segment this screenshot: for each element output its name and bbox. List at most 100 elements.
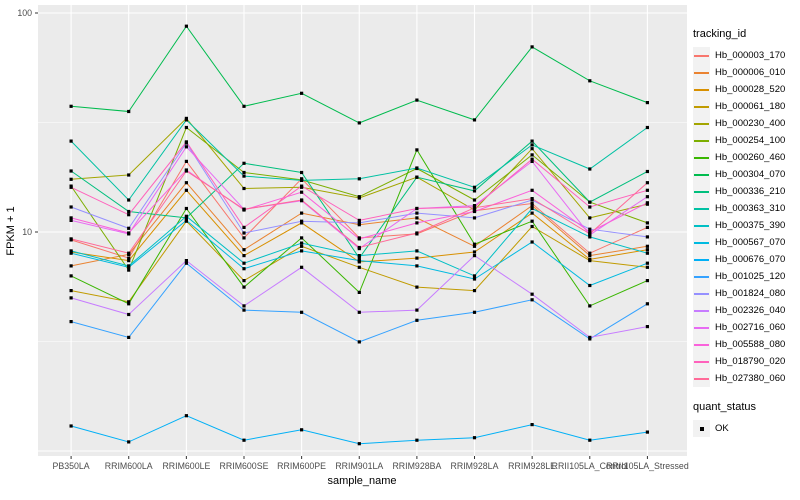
data-point	[127, 213, 131, 217]
legend-label: Hb_000304_070	[715, 169, 786, 180]
data-point	[415, 221, 419, 225]
data-point	[242, 267, 246, 271]
data-point	[242, 438, 246, 442]
legend-key-line	[693, 336, 710, 353]
data-point	[127, 209, 131, 214]
data-point	[184, 218, 188, 222]
data-point	[127, 335, 131, 339]
legend-key-line	[693, 217, 710, 234]
data-point	[415, 264, 419, 268]
data-point	[242, 248, 246, 252]
data-point	[184, 159, 188, 163]
data-point	[588, 205, 592, 209]
data-point	[645, 125, 649, 130]
legend-key-line	[693, 370, 710, 387]
data-point	[184, 145, 188, 149]
data-point	[184, 188, 188, 192]
data-point	[127, 198, 131, 202]
y-axis-title: FPKM + 1	[5, 206, 17, 255]
legend-square-swatch	[699, 426, 704, 431]
x-tick-label-RRIM928LA: RRIM928LA	[451, 461, 499, 471]
data-point	[472, 310, 477, 314]
data-point	[127, 302, 131, 306]
legend-key-line	[693, 115, 710, 132]
legend-label: Hb_000254_100	[715, 135, 786, 146]
data-point	[472, 436, 477, 440]
legend-key-line	[693, 200, 710, 217]
y-tick-labels: 100 10	[17, 8, 32, 237]
data-point	[472, 277, 477, 281]
legend-label: Hb_000375_390	[715, 220, 786, 231]
data-point	[530, 298, 534, 302]
data-point	[645, 279, 649, 283]
data-point	[530, 204, 534, 208]
legend-item-Hb_000061_180: Hb_000061_180	[693, 98, 799, 115]
data-point	[69, 139, 73, 143]
data-point	[127, 268, 131, 272]
data-point	[184, 261, 188, 265]
data-point	[530, 292, 534, 296]
data-point	[184, 125, 188, 130]
data-point	[530, 206, 534, 211]
legend-label: Hb_000260_460	[715, 152, 786, 163]
legend-key-line	[693, 98, 710, 115]
data-point	[69, 169, 73, 173]
data-point	[300, 236, 304, 240]
data-point	[242, 161, 246, 165]
legend-key-line	[693, 285, 710, 302]
legend-key-line	[693, 47, 710, 64]
data-point	[357, 310, 361, 314]
legend-line-swatch	[694, 309, 709, 312]
data-point	[472, 244, 477, 248]
data-point	[645, 169, 649, 174]
legend-item-Hb_000254_100: Hb_000254_100	[693, 132, 799, 149]
legend-label: Hb_001824_080	[715, 288, 786, 299]
legend-items-tracking-id: Hb_000003_170 Hb_000006_010 Hb_000028_520 H…	[693, 47, 799, 387]
data-point	[472, 189, 477, 193]
data-point	[588, 438, 592, 442]
data-point	[69, 185, 73, 189]
data-point	[357, 265, 361, 269]
data-point	[357, 121, 361, 125]
legend-label: Hb_002716_060	[715, 322, 786, 333]
legend-key-line	[693, 149, 710, 166]
data-point	[530, 159, 534, 163]
data-point	[127, 251, 131, 255]
legend-key-line	[693, 81, 710, 98]
data-point	[472, 289, 477, 293]
data-point	[242, 254, 246, 258]
data-point	[588, 227, 592, 231]
legend-item-Hb_001824_080: Hb_001824_080	[693, 285, 799, 302]
legend-item-Hb_000336_210: Hb_000336_210	[693, 183, 799, 200]
data-point	[184, 214, 188, 218]
data-point	[588, 304, 592, 308]
legend-item-Hb_000676_070: Hb_000676_070	[693, 251, 799, 268]
x-tick-label-RRIM600LE: RRIM600LE	[162, 461, 210, 471]
data-point	[69, 104, 73, 108]
legend-label: Hb_000028_520	[715, 84, 786, 95]
legend-label: Hb_027380_060	[715, 373, 786, 384]
data-point	[415, 211, 419, 215]
legend-line-swatch	[694, 360, 709, 363]
data-point	[300, 221, 304, 225]
data-point	[645, 430, 649, 434]
legend-title-quant-status: quant_status	[693, 401, 756, 413]
data-point	[184, 259, 188, 263]
legend-key-line	[693, 166, 710, 183]
legend-line-swatch	[694, 71, 709, 74]
data-point	[530, 211, 534, 215]
data-point	[415, 98, 419, 102]
legend-line-swatch	[694, 156, 709, 159]
legend-key-line	[693, 234, 710, 251]
data-point	[127, 440, 131, 444]
data-point	[530, 45, 534, 49]
legend-item-Hb_000567_070: Hb_000567_070	[693, 234, 799, 251]
data-point	[530, 157, 534, 161]
data-point	[588, 167, 592, 171]
x-tick-labels: PB350LA RRIM600LA RRIM600LE RRIM600SE RRIM60…	[53, 461, 689, 471]
x-tick-label-PB350LA: PB350LA	[53, 461, 90, 471]
data-point	[415, 249, 419, 253]
data-point	[357, 237, 361, 241]
data-point	[588, 283, 592, 288]
legend-line-swatch	[694, 275, 709, 278]
